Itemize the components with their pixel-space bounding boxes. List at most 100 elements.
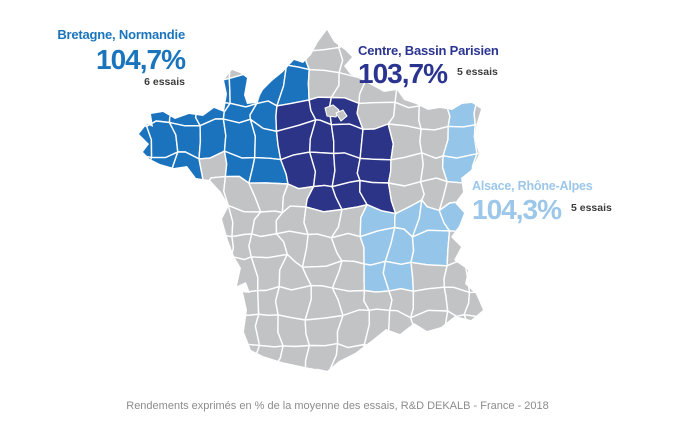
department-cell	[415, 343, 450, 369]
department-cell	[173, 255, 206, 294]
region-value-centre-bassin-parisien: 103,7%	[358, 58, 448, 90]
department-cell	[201, 255, 234, 292]
department-cell	[175, 199, 197, 234]
region-trials-bretagne-normandie: 6 essais	[144, 76, 185, 89]
department-cell	[167, 365, 205, 371]
department-cell	[412, 30, 441, 48]
paris-small-departments	[324, 104, 348, 122]
department-cell	[140, 362, 171, 371]
department-cell	[139, 284, 147, 322]
department-cell	[356, 157, 392, 184]
department-cell	[173, 227, 206, 261]
department-cell	[167, 311, 205, 348]
footnote-caption: Rendements exprimés en % de la moyenne d…	[126, 400, 549, 412]
department-cell	[304, 342, 339, 371]
region-value-alsace-rhone-alpes: 104,3%	[472, 193, 562, 225]
department-cell	[176, 288, 206, 317]
department-cell	[466, 368, 483, 371]
department-cell	[279, 43, 310, 71]
department-cell	[139, 205, 149, 238]
department-cell	[139, 232, 149, 259]
department-cell	[436, 363, 471, 371]
department-cell	[279, 30, 310, 52]
department-cell	[144, 254, 180, 294]
department-cell	[139, 122, 153, 159]
department-cell	[493, 286, 526, 321]
label-block-centre-bassin-parisien: Centre, Bassin Parisien 103,7% 5 essais	[358, 43, 499, 88]
department-cell	[442, 124, 478, 159]
department-cell	[493, 100, 529, 130]
department-cell	[194, 203, 234, 238]
department-cell	[224, 343, 261, 371]
department-cell	[224, 30, 253, 50]
department-cell	[465, 337, 483, 371]
region-value-bretagne-normandie: 104,7%	[96, 44, 186, 76]
department-cell	[414, 365, 449, 371]
department-cell	[464, 254, 483, 294]
department-cell	[195, 30, 230, 45]
department-cell	[332, 30, 362, 49]
department-cell	[139, 308, 153, 345]
department-cell	[248, 43, 288, 74]
department-cell	[359, 123, 394, 161]
department-cell	[500, 312, 530, 337]
department-cell	[499, 123, 530, 151]
department-cell	[139, 91, 150, 128]
department-cell	[409, 309, 449, 348]
value-row: 103,7% 5 essais	[358, 60, 499, 88]
department-cell	[194, 308, 236, 346]
department-cell	[463, 288, 483, 319]
department-cell	[139, 176, 149, 214]
department-cell	[143, 176, 182, 214]
department-cell	[389, 344, 423, 371]
region-trials-alsace-rhone-alpes: 5 essais	[570, 201, 612, 214]
department-cell	[410, 229, 451, 267]
region-name-bretagne-normandie: Bretagne, Normandie	[57, 27, 185, 42]
label-block-alsace-rhone-alpes: Alsace, Rhône-Alpes 104,3% 5 essais	[472, 179, 612, 225]
department-cell	[329, 372, 362, 396]
department-cell	[195, 37, 232, 82]
department-cell	[142, 291, 182, 322]
department-cell	[304, 30, 340, 52]
department-cell	[194, 175, 230, 209]
department-cell	[140, 227, 182, 262]
region-name-alsace-rhone-alpes: Alsace, Rhône-Alpes	[472, 179, 593, 193]
department-cell	[473, 97, 483, 126]
label-block-bretagne-normandie: Bretagne, Normandie 104,7% 6 essais	[0, 27, 186, 89]
department-cell	[195, 362, 227, 371]
department-cell	[304, 368, 333, 371]
department-cell	[473, 120, 483, 155]
department-cell	[471, 147, 483, 181]
department-cell	[418, 101, 451, 131]
department-cell	[463, 311, 483, 340]
department-cell	[363, 289, 393, 312]
department-cell	[226, 308, 261, 347]
department-cell	[382, 260, 415, 292]
department-cell	[139, 338, 153, 370]
department-cell	[500, 336, 531, 370]
department-cell	[139, 254, 150, 293]
department-cell	[384, 366, 420, 371]
department-cell	[464, 227, 483, 263]
department-cell	[355, 343, 396, 371]
department-cell	[197, 75, 231, 107]
department-cell	[140, 201, 182, 235]
department-cell	[446, 230, 477, 267]
department-cell	[495, 228, 531, 259]
department-cell	[251, 363, 284, 371]
department-cell	[275, 363, 315, 371]
department-cell	[166, 342, 205, 371]
department-cell	[221, 362, 262, 371]
department-cell	[226, 37, 263, 80]
paris-department-cell	[335, 109, 348, 122]
department-cell	[500, 148, 528, 183]
department-cell	[194, 342, 229, 371]
region-name-centre-bassin-parisien: Centre, Bassin Parisien	[358, 43, 499, 58]
department-cell	[194, 231, 235, 259]
department-cell	[139, 364, 153, 371]
region-trials-centre-bassin-parisien: 5 essais	[456, 66, 498, 79]
department-cell	[246, 30, 287, 51]
value-row: 104,3% 5 essais	[472, 193, 612, 225]
department-cell	[232, 289, 260, 317]
